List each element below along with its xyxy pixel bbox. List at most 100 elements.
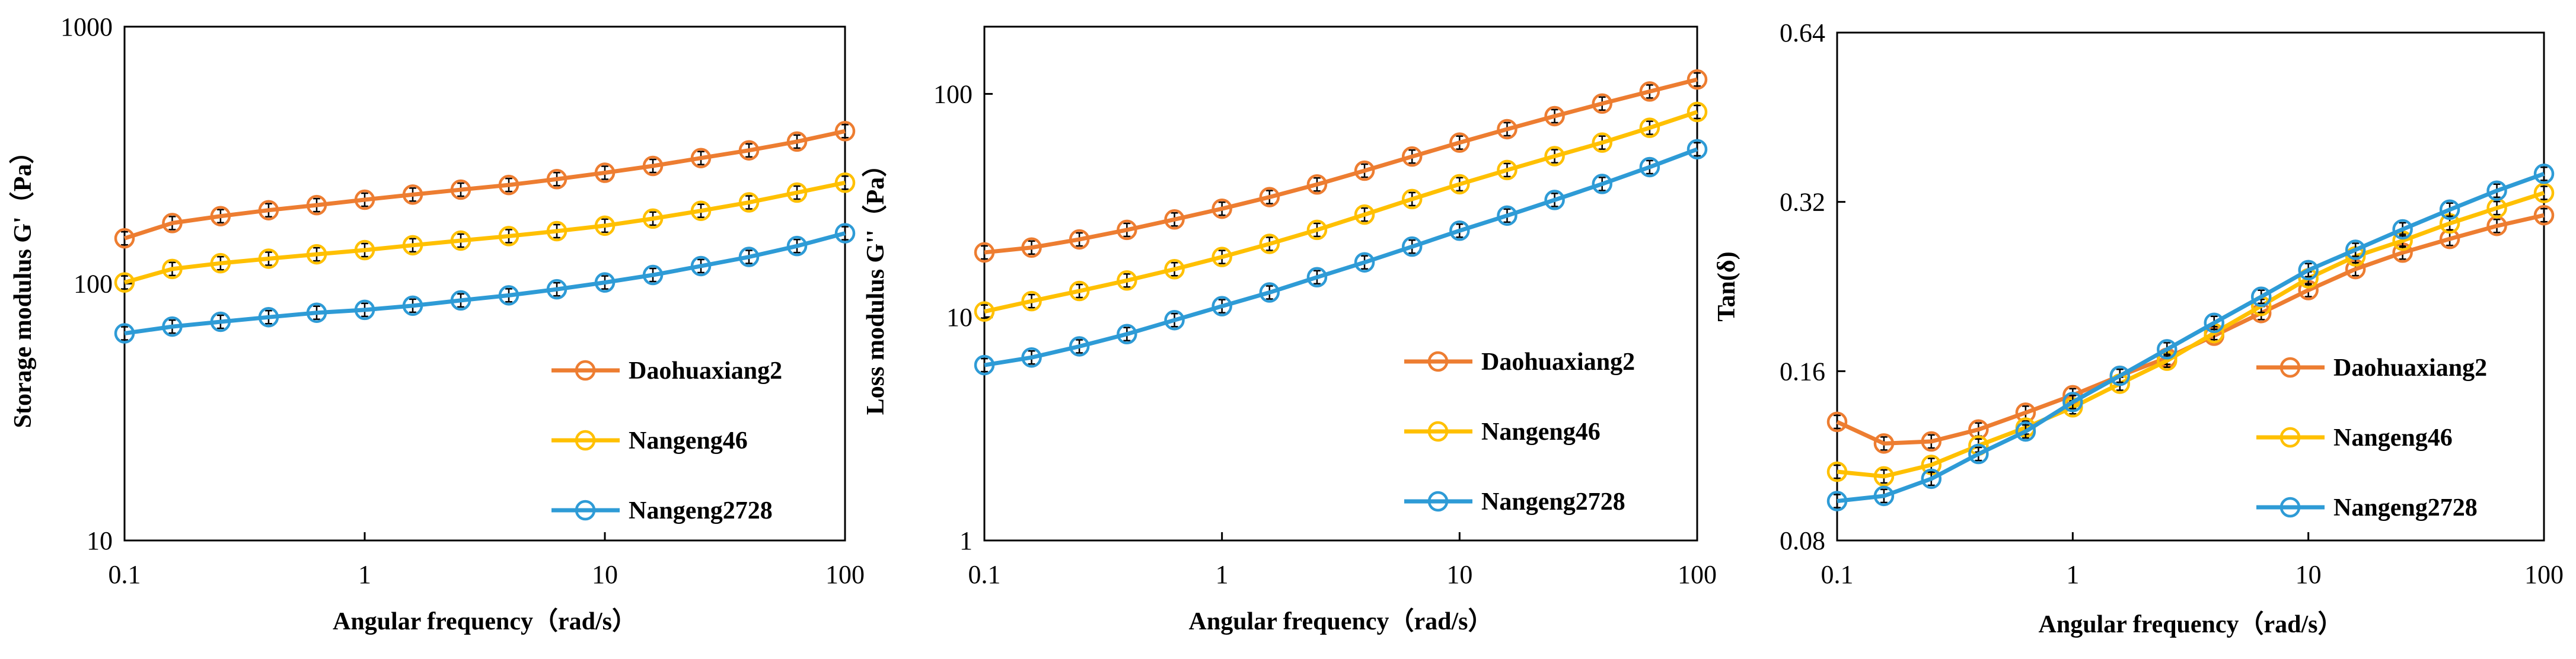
y-tick-label: 0.08 <box>1780 526 1825 555</box>
legend-label: Nangeng46 <box>2333 424 2453 452</box>
y-tick-label: 0.32 <box>1780 188 1825 217</box>
data-point <box>1592 132 1612 153</box>
data-point <box>162 316 183 337</box>
legend-label: Daohuaxiang2 <box>1481 348 1635 376</box>
x-tick-label: 1 <box>2066 560 2079 589</box>
data-point <box>1873 466 1895 487</box>
data-point <box>258 248 279 269</box>
data-point <box>402 235 423 256</box>
data-point <box>974 242 995 263</box>
data-point <box>1354 204 1375 225</box>
data-point <box>738 192 760 213</box>
data-point <box>1164 309 1185 331</box>
y-tick-label: 1 <box>959 526 973 555</box>
data-point <box>1873 433 1895 454</box>
legend-label: Daohuaxiang2 <box>2333 354 2487 382</box>
data-point <box>1826 411 1848 433</box>
x-tick-label: 1 <box>358 560 371 589</box>
data-point <box>2486 180 2507 201</box>
x-tick-label: 0.1 <box>1821 560 1854 589</box>
data-point <box>1826 491 1848 511</box>
legend-swatch-marker <box>1427 421 1449 442</box>
data-point <box>354 239 375 261</box>
data-point <box>594 272 616 293</box>
data-point <box>1544 105 1565 127</box>
y-tick-label: 100 <box>74 270 113 299</box>
data-point <box>1497 205 1517 226</box>
data-point <box>2533 204 2555 226</box>
data-point <box>2204 312 2224 334</box>
data-point <box>306 194 327 216</box>
data-point <box>258 200 279 220</box>
data-point <box>1686 139 1708 160</box>
data-point <box>210 252 231 274</box>
data-point <box>258 306 279 328</box>
data-point <box>834 121 856 142</box>
data-point <box>1497 119 1517 140</box>
data-point <box>690 148 712 168</box>
data-point <box>834 223 856 244</box>
data-point <box>546 279 568 300</box>
data-point <box>498 226 519 247</box>
series-line <box>124 180 846 284</box>
x-tick-label: 100 <box>1678 560 1717 589</box>
data-point <box>2298 260 2319 281</box>
data-point <box>642 264 664 286</box>
data-point <box>1544 146 1565 167</box>
data-point <box>1639 81 1660 102</box>
data-point <box>786 235 808 257</box>
data-point <box>2533 164 2555 184</box>
x-axis-title: Angular frequency（rad/s） <box>1189 607 1493 635</box>
data-point <box>1212 198 1232 219</box>
data-point <box>1686 69 1708 90</box>
data-point <box>2157 339 2178 360</box>
data-point <box>1306 219 1328 241</box>
x-axis-title: Angular frequency（rad/s） <box>333 607 637 635</box>
legend-label: Nangeng46 <box>1481 418 1601 446</box>
x-tick-label: 100 <box>2524 560 2564 589</box>
data-point <box>1306 267 1328 288</box>
data-point <box>1021 347 1042 368</box>
data-point <box>114 272 135 293</box>
data-point <box>2345 239 2366 260</box>
data-point <box>1259 187 1280 207</box>
x-tick-label: 10 <box>592 560 618 589</box>
legend-swatch-marker <box>1427 491 1449 512</box>
plot-frame <box>983 25 1698 542</box>
legend-swatch-marker <box>2279 427 2301 448</box>
plot-frame <box>1836 31 2545 542</box>
series-line <box>984 147 1698 367</box>
legend-label: Nangeng2728 <box>1481 488 1625 516</box>
data-point <box>1686 101 1708 123</box>
data-point <box>402 295 423 316</box>
series-daohuaxiang2 <box>1826 204 2555 454</box>
data-point <box>1401 146 1423 167</box>
data-point <box>1069 336 1090 357</box>
series-line <box>1837 171 2545 504</box>
y-tick-label: 10 <box>87 526 113 555</box>
series-nangeng46 <box>114 172 856 293</box>
data-point <box>594 215 616 236</box>
tan-delta-chart: 0.1 1 10 100 0.08 0.16 0.32 0.64 Angular frequen… <box>1713 18 2564 638</box>
data-point <box>1069 280 1090 302</box>
series-nangeng2728 <box>1826 164 2555 511</box>
data-point <box>114 323 135 344</box>
data-point <box>306 244 327 265</box>
data-point <box>162 213 183 233</box>
data-point <box>786 182 808 203</box>
data-point <box>1449 132 1470 153</box>
y-tick-label: 10 <box>946 303 973 332</box>
y-tick-label: 1000 <box>60 12 113 41</box>
data-point <box>402 184 423 205</box>
y-tick-label: 100 <box>933 79 973 108</box>
data-point <box>690 200 712 221</box>
legend-swatch-marker <box>1427 351 1449 372</box>
data-point <box>1164 209 1185 230</box>
plot-frame <box>123 25 846 542</box>
data-point <box>354 189 375 210</box>
legend-swatch-marker <box>575 360 596 381</box>
data-point <box>306 302 327 323</box>
series-nangeng46 <box>974 101 1708 322</box>
y-axis-title: Tan(δ) <box>1713 251 1740 321</box>
data-point <box>210 206 231 226</box>
